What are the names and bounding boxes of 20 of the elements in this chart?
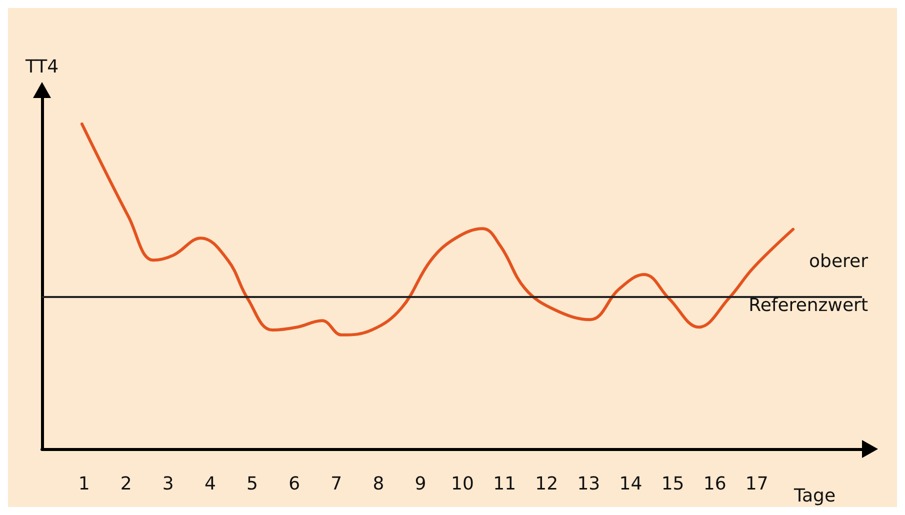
x-tick-label: 15 [661, 474, 684, 494]
x-tick-label: 2 [120, 474, 132, 494]
x-tick-label: 8 [372, 474, 384, 494]
x-tick-label: 17 [745, 474, 768, 494]
x-tick-label: 4 [204, 474, 216, 494]
x-tick-label: 12 [535, 474, 558, 494]
x-tick-label: 3 [162, 474, 174, 494]
text: oberer Referenzwert [748, 250, 868, 316]
x-tick-label: 16 [703, 474, 726, 494]
x-tick-label: 7 [330, 474, 342, 494]
y-axis-title: TT4 [24, 56, 59, 78]
x-tick-label: 6 [288, 474, 300, 494]
x-tick-label: 5 [246, 474, 258, 494]
x-tick-label: 13 [577, 474, 600, 494]
x-axis-title: Tage [793, 486, 836, 506]
x-tick-label: 1 [78, 474, 90, 494]
x-tick-label: 14 [619, 474, 642, 494]
x-tick-label: 11 [493, 474, 516, 494]
x-tick-label: 10 [451, 474, 474, 494]
x-tick-label: 9 [414, 474, 426, 494]
